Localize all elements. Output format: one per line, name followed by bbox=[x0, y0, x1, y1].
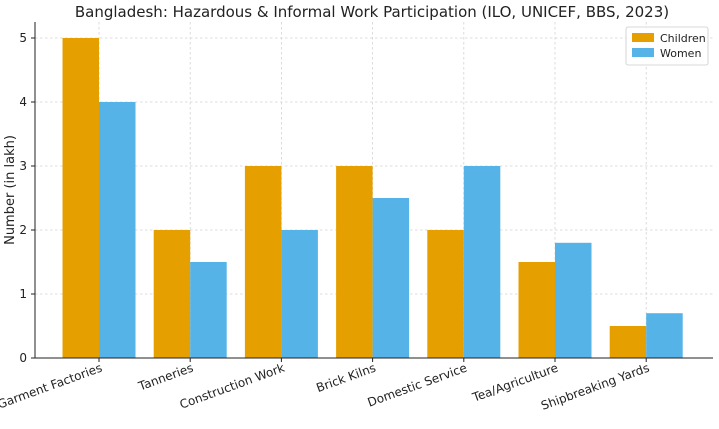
y-axis-label: Number (in lakh) bbox=[3, 135, 18, 245]
bar-women-2 bbox=[281, 230, 318, 358]
y-tick-label: 0 bbox=[19, 351, 27, 365]
bars bbox=[62, 38, 683, 358]
x-tick-label: Construction Work bbox=[178, 361, 287, 412]
bar-children-1 bbox=[153, 230, 191, 358]
x-tick-label: Tanneries bbox=[136, 361, 195, 394]
legend-swatch-children bbox=[632, 33, 654, 42]
legend: Children Women bbox=[625, 26, 709, 66]
legend-label-women: Women bbox=[660, 47, 701, 60]
y-tick-label: 3 bbox=[19, 159, 27, 173]
chart-title: Bangladesh: Hazardous & Informal Work Pa… bbox=[75, 3, 669, 21]
bar-children-2 bbox=[244, 166, 282, 358]
bar-children-0 bbox=[62, 38, 99, 358]
bar-women-4 bbox=[463, 166, 501, 358]
x-tick-label: Brick Kilns bbox=[314, 361, 377, 395]
bar-women-3 bbox=[372, 198, 410, 358]
y-tick-label: 5 bbox=[19, 31, 27, 45]
bar-women-1 bbox=[190, 262, 227, 358]
y-tick-label: 2 bbox=[19, 223, 27, 237]
bar-children-6 bbox=[609, 326, 647, 358]
bar-women-6 bbox=[646, 313, 683, 358]
y-tick-label: 4 bbox=[19, 95, 27, 109]
bar-women-5 bbox=[555, 242, 592, 358]
x-tick-label: Domestic Service bbox=[366, 361, 469, 410]
legend-label-children: Children bbox=[660, 32, 706, 45]
bar-children-5 bbox=[518, 262, 555, 358]
bar-women-0 bbox=[99, 102, 136, 358]
bar-children-4 bbox=[427, 230, 464, 358]
bar-children-3 bbox=[336, 166, 373, 358]
y-tick-label: 1 bbox=[19, 287, 27, 301]
y-tick-labels: 0 1 2 3 4 5 bbox=[19, 31, 27, 365]
legend-swatch-women bbox=[632, 48, 654, 57]
axes bbox=[31, 22, 713, 362]
x-tick-label: Garment Factories bbox=[0, 361, 104, 412]
